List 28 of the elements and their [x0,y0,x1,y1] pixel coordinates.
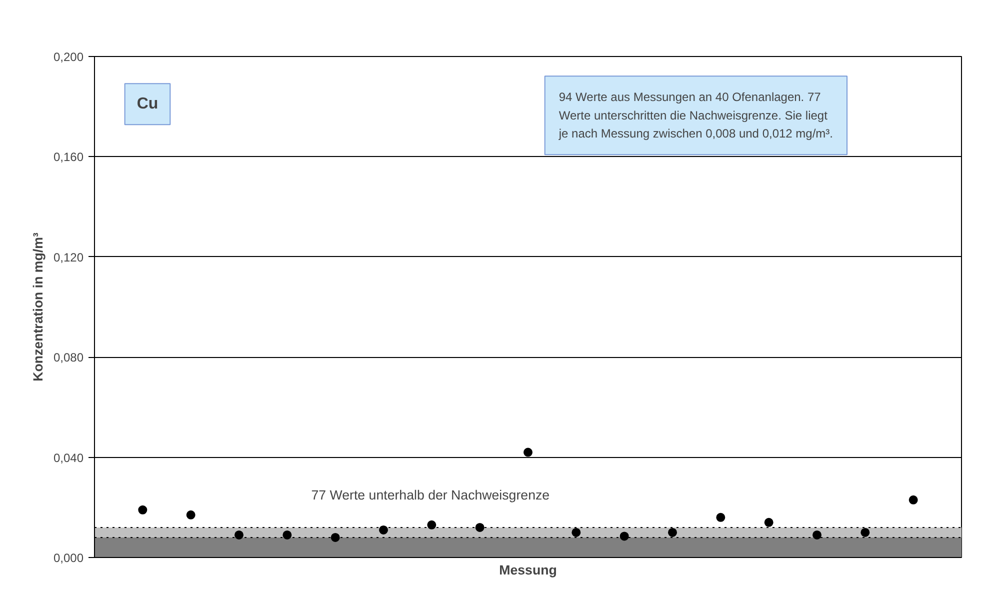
band-label: 77 Werte unterhalb der Nachweisgrenze [311,487,550,502]
point [282,530,292,540]
x-axis-title: Messung [499,562,557,578]
point [668,528,677,537]
point [379,525,388,534]
annotation: Cu [136,96,158,113]
point [908,495,918,504]
point [860,528,870,537]
point [427,520,436,530]
point [572,528,581,537]
point [764,518,774,527]
y-tick-label: 0,160 [53,150,84,164]
point [138,505,148,514]
y-tick-label: 0,120 [53,250,84,264]
y-axis-title: Konzentration in mg/m³ [30,232,46,382]
y-tick-label: 0,040 [53,450,84,465]
annotation: 94 Werte aus Messungen an 40 Ofenanlagen. 77 Werte unterschritten die Nachweisgrenze. Sie liegt je nach Messung zwischen 0,008 und 0,012 mg/m³. [558,90,834,141]
point [812,530,822,540]
point [620,532,629,541]
point [716,512,726,522]
y-tick-label: 0,200 [53,50,84,64]
y-tick-label: 0,080 [53,350,84,365]
point [330,532,340,542]
point [186,510,196,520]
point [234,530,244,540]
point [475,522,484,532]
y-tick-label: 0,000 [53,551,84,565]
point [524,448,532,457]
